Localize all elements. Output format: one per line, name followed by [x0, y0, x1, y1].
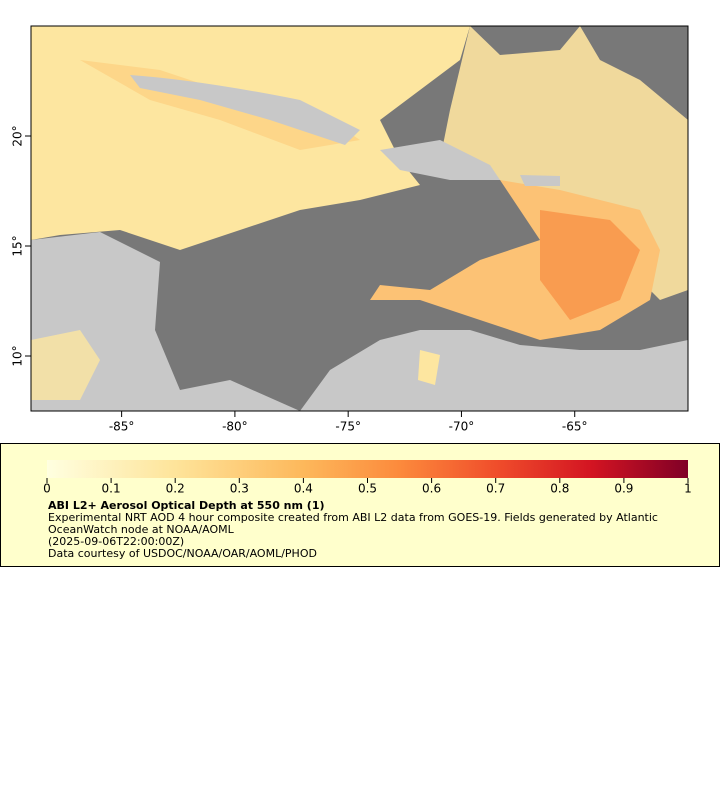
colorbar-tick-label: 0.7: [486, 482, 505, 496]
colorbar-tick-label: 0.1: [102, 482, 121, 496]
legend-credit: Data courtesy of USDOC/NOAA/OAR/AOML/PHO…: [48, 547, 317, 560]
y-tick-label: 20°: [11, 125, 25, 146]
colorbar-tick-label: 0.4: [294, 482, 313, 496]
colorbar-tick-label: 0.2: [166, 482, 185, 496]
map-image: [31, 26, 688, 411]
colorbar-tick-label: 0.8: [550, 482, 569, 496]
legend-text: ABI L2+ Aerosol Optical Depth at 550 nm …: [48, 500, 698, 560]
axes: -85° -80° -75° -70° -65° 10° 15° 20°: [11, 125, 588, 433]
y-tick-label: 15°: [11, 235, 25, 256]
y-tick-label: 10°: [11, 345, 25, 366]
colorbar-tick-label: 0: [43, 482, 51, 496]
x-tick-label: -80°: [222, 420, 248, 434]
x-tick-label: -70°: [449, 420, 475, 434]
x-tick-label: -85°: [109, 420, 135, 434]
legend-time: (2025-09-06T22:00:00Z): [48, 535, 185, 548]
colorbar: [47, 460, 688, 478]
colorbar-tick-label: 0.5: [358, 482, 377, 496]
legend-title: ABI L2+ Aerosol Optical Depth at 550 nm …: [48, 499, 325, 512]
colorbar-axis: 0 0.1 0.2 0.3 0.4 0.5 0.6 0.7 0.8 0.9 1: [43, 478, 692, 496]
colorbar-tick-label: 0.3: [230, 482, 249, 496]
x-tick-label: -65°: [562, 420, 588, 434]
colorbar-tick-label: 0.9: [614, 482, 633, 496]
colorbar-tick-label: 1: [684, 482, 692, 496]
colorbar-tick-label: 0.6: [422, 482, 441, 496]
x-tick-label: -75°: [335, 420, 361, 434]
map-frame: [30, 25, 689, 412]
legend-description: Experimental NRT AOD 4 hour composite cr…: [48, 511, 658, 536]
